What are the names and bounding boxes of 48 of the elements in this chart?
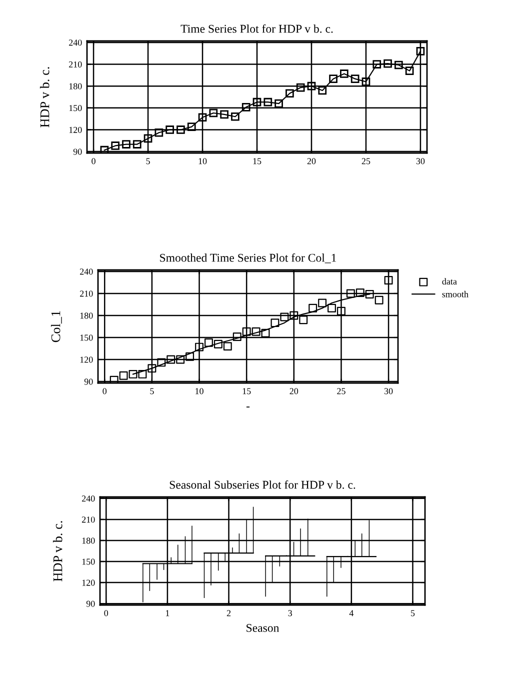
x-tick-label: 15 (242, 388, 251, 394)
legend-label: smooth (442, 290, 468, 298)
x-tick-label: 1 (166, 610, 170, 616)
x-tick-label: 30 (384, 388, 393, 394)
y-tick-label: 90 (73, 148, 82, 155)
y-tick-label: 120 (80, 356, 93, 363)
x-tick-label: 0 (104, 610, 108, 616)
chart-title: Smoothed Time Series Plot for Col_1 (160, 253, 336, 264)
y-axis-title: HDP v b. c. (52, 521, 62, 582)
x-tick-label: 3 (288, 610, 292, 616)
y-tick-label: 210 (68, 61, 82, 68)
y-tick-label: 180 (69, 83, 82, 90)
x-tick-label: 4 (349, 610, 354, 616)
y-tick-label: 90 (84, 378, 93, 385)
x-tick-label: 25 (337, 388, 346, 394)
chart-title: Time Series Plot for HDP v b. c. (180, 24, 333, 33)
y-tick-label: 210 (80, 290, 93, 297)
x-axis-title: - (246, 406, 250, 408)
y-tick-label: 240 (68, 40, 82, 46)
y-tick-label: 150 (82, 558, 95, 565)
x-tick-label: 25 (362, 158, 370, 164)
y-axis-title: HDP v b. c. (40, 67, 50, 128)
x-tick-label: 20 (290, 388, 298, 394)
x-tick-label: 10 (198, 158, 207, 164)
x-tick-label: 10 (196, 388, 204, 394)
y-tick-label: 120 (82, 580, 95, 586)
y-tick-label: 120 (69, 126, 82, 133)
y-tick-label: 240 (82, 496, 95, 502)
legend-label: data (442, 278, 457, 285)
y-tick-label: 210 (82, 516, 95, 523)
x-tick-label: 2 (226, 610, 231, 616)
x-tick-label: 30 (416, 158, 425, 164)
y-tick-label: 150 (80, 334, 93, 341)
x-tick-label: 20 (307, 158, 316, 164)
x-tick-label: 0 (92, 158, 96, 164)
x-axis-title: Season (246, 624, 280, 632)
x-tick-label: 15 (253, 158, 262, 164)
y-tick-label: 180 (82, 538, 95, 544)
chart-title: Seasonal Subseries Plot for HDP v b. c. (170, 480, 356, 489)
y-tick-label: 90 (86, 600, 95, 607)
x-tick-label: 5 (411, 610, 415, 616)
x-tick-label: 5 (150, 388, 154, 394)
x-tick-label: 5 (146, 158, 150, 164)
y-tick-label: 180 (80, 312, 93, 319)
y-axis-title: Col_1 (50, 311, 62, 342)
x-tick-label: 0 (102, 388, 107, 394)
y-tick-label: 150 (69, 105, 82, 112)
y-tick-label: 240 (80, 268, 93, 275)
